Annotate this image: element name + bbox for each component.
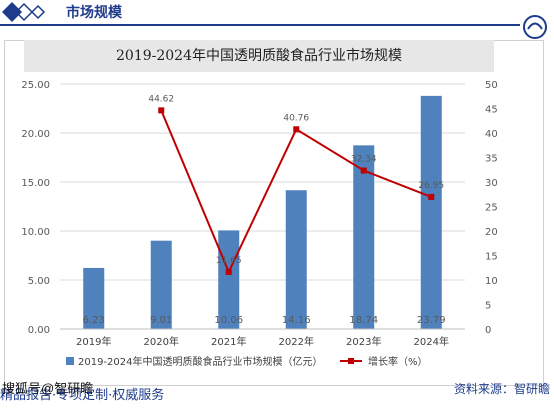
chart-title-band: [24, 40, 494, 72]
bar: [285, 190, 307, 329]
bar-value-label: 18.74: [349, 315, 378, 326]
axis-layer: 0.00 5.00 10.00 15.00 20.00 25.00 0 5 10 15 20 25 30…: [21, 80, 497, 348]
growth-value-label: 32.34: [351, 155, 377, 165]
bar-value-label: 10.06: [214, 315, 243, 326]
x-tick-label: 2024年: [414, 335, 449, 348]
source-note: 资料来源：智研瞻: [453, 382, 550, 396]
chart-frame: [4, 40, 544, 386]
y-right-tick-label: 0: [485, 325, 491, 336]
growth-point: [428, 193, 435, 200]
bar: [218, 230, 240, 329]
watermark-text: 搜狐号@智研瞻: [2, 381, 94, 396]
x-tick-label: 2023年: [346, 335, 381, 348]
line-layer: 44.62 11.65 40.76 32.34 26.95: [148, 94, 444, 275]
bar: [420, 95, 442, 329]
legend-bar-label: 2019-2024年中国透明质酸食品行业市场规模（亿元）: [78, 355, 323, 368]
bar-value-label: 9.01: [150, 315, 172, 326]
y-left-tick-label: 25.00: [21, 80, 50, 91]
y-right-tick-label: 40: [485, 129, 498, 140]
growth-point: [293, 126, 300, 133]
y-right-tick-label: 5: [485, 301, 491, 312]
y-left-tick-label: 15.00: [21, 178, 50, 189]
bar-value-label: 14.16: [282, 315, 311, 326]
diamond-logo-icon: [2, 2, 46, 22]
y-left-tick-label: 20.00: [21, 129, 50, 140]
chart-title: 2019-2024年中国透明质酸食品行业市场规模: [116, 48, 402, 64]
growth-point: [158, 107, 165, 114]
legend-line-marker: [348, 358, 354, 364]
y-right-tick-label: 25: [485, 203, 498, 214]
y-left-tick-label: 10.00: [21, 227, 50, 238]
y-right-tick-label: 50: [485, 80, 498, 91]
legend-bar-swatch: [66, 357, 74, 365]
y-right-tick-label: 30: [485, 178, 498, 189]
legend-layer: 2019-2024年中国透明质酸食品行业市场规模（亿元） 增长率（%）: [66, 355, 428, 368]
growth-value-label: 11.65: [216, 256, 242, 266]
footer: 精品报告·专项定制·权威服务 搜狐号@智研瞻: [0, 381, 165, 403]
y-right-tick-label: 20: [485, 227, 498, 238]
company-logo-icon: [523, 15, 547, 39]
bar-value-label: 23.79: [417, 315, 446, 326]
growth-point: [360, 167, 367, 174]
bar-value-label: 6.23: [83, 315, 105, 326]
growth-value-label: 26.95: [418, 181, 444, 191]
growth-point: [225, 268, 232, 275]
x-tick-label: 2021年: [211, 335, 246, 348]
y-right-tick-label: 10: [485, 276, 498, 287]
bar: [353, 145, 375, 329]
x-tick-label: 2020年: [144, 335, 179, 348]
x-tick-label: 2022年: [279, 335, 314, 348]
footer-slogan: 精品报告·专项定制·权威服务: [0, 388, 165, 403]
growth-value-label: 44.62: [148, 94, 174, 104]
y-left-tick-label: 0.00: [28, 325, 50, 336]
bar-layer: 6.23 9.01 10.06 14.16 18.74 23.79: [83, 95, 446, 329]
header-divider: [0, 24, 520, 26]
y-right-tick-label: 45: [485, 105, 498, 116]
legend-line-label: 增长率（%）: [368, 355, 428, 368]
page-header: 市场规模: [0, 0, 554, 39]
growth-value-label: 40.76: [283, 113, 309, 123]
bar: [150, 240, 172, 329]
y-right-tick-label: 15: [485, 252, 498, 263]
grid-layer: [60, 83, 465, 330]
bar: [83, 267, 105, 329]
section-title: 市场规模: [66, 5, 122, 21]
x-tick-label: 2019年: [76, 335, 111, 348]
y-left-tick-label: 5.00: [28, 276, 50, 287]
y-right-tick-label: 35: [485, 154, 498, 165]
